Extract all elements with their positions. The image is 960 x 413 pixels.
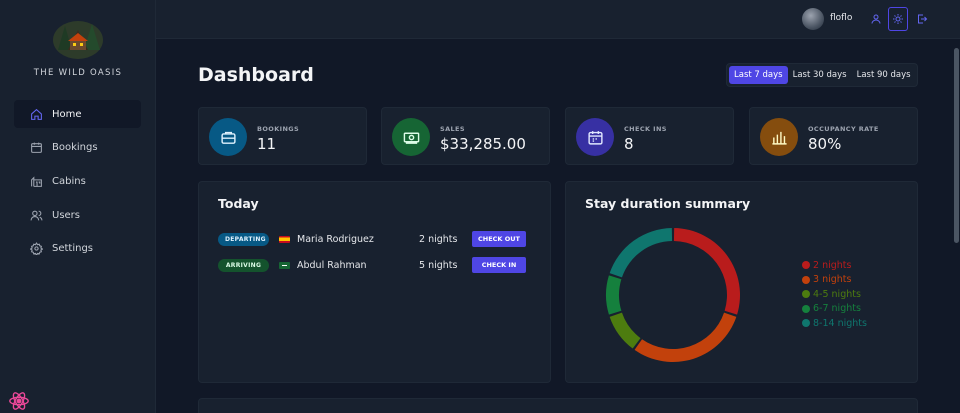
account-button[interactable] (866, 7, 886, 31)
activity-row: ARRIVING Abdul Rahman 5 nights CHECK IN (218, 254, 532, 276)
sidebar-item-label: Bookings (52, 142, 98, 154)
today-panel (198, 181, 551, 383)
spain-flag-icon (279, 235, 290, 243)
legend-item: 4-5 nights (802, 287, 867, 302)
legend-item: 2 nights (802, 258, 867, 273)
legend-label: 4-5 nights (813, 288, 861, 300)
users-icon (30, 209, 43, 222)
nights-count: 5 nights (419, 259, 458, 271)
today-title: Today (218, 196, 259, 211)
legend-item: 3 nights (802, 273, 867, 288)
react-devtools-icon[interactable] (8, 390, 30, 412)
legend-dot (802, 319, 810, 328)
filter-last-30-days[interactable]: Last 30 days (792, 70, 847, 80)
legend-item: 8-14 nights (802, 316, 867, 331)
legend-label: 3 nights (813, 274, 852, 286)
scrollbar-thumb[interactable] (954, 48, 959, 243)
filter-last-7-days[interactable]: Last 7 days (729, 66, 788, 84)
sidebar-item-label: Settings (52, 243, 94, 255)
sidebar-item-bookings[interactable]: Bookings (14, 134, 141, 162)
brand-name: THE WILD OASIS (33, 68, 123, 78)
sidebar-item-label: Home (52, 108, 82, 120)
sidebar-item-label: Users (52, 209, 81, 221)
top-header (156, 0, 960, 39)
check-in-button[interactable]: CHECK IN (472, 257, 526, 273)
donut-slice-6-7-nights (606, 275, 622, 315)
briefcase-icon (209, 118, 247, 156)
stay-duration-title: Stay duration summary (585, 196, 751, 211)
chart-bar-icon (760, 118, 798, 156)
donut-slice-4-5-nights (609, 312, 641, 349)
nights-count: 2 nights (419, 233, 458, 245)
check-out-button[interactable]: CHECK OUT (472, 231, 526, 247)
legend-label: 6-7 nights (813, 303, 861, 315)
home-icon (30, 108, 43, 121)
stat-bookings: BOOKINGS 11 (198, 107, 367, 165)
sidebar-item-cabins[interactable]: Cabins (14, 167, 141, 195)
avatar (802, 8, 824, 30)
stay-duration-donut-chart (606, 228, 740, 362)
sales-chart-panel (198, 398, 918, 413)
logout-icon (916, 10, 928, 29)
donut-slice-2-nights (673, 228, 740, 315)
calendar-icon (30, 141, 43, 154)
chart-legend: 2 nights 3 nights 4-5 nights 6-7 nights … (802, 258, 867, 331)
stat-check-ins: CHECK INS 8 (565, 107, 734, 165)
sidebar-item-settings[interactable]: Settings (14, 235, 141, 263)
legend-dot (802, 304, 810, 313)
cabins-icon (30, 175, 43, 188)
legend-item: 6-7 nights (802, 302, 867, 317)
stat-sales: SALES $33,285.00 (381, 107, 550, 165)
guest-name: Abdul Rahman (297, 259, 367, 271)
legend-dot (802, 275, 810, 284)
stat-label: SALES (440, 125, 465, 133)
wild-oasis-logo (50, 16, 106, 60)
status-badge: DEPARTING (218, 232, 269, 246)
sidebar-item-label: Cabins (52, 175, 86, 187)
sidebar-item-users[interactable]: Users (14, 201, 141, 229)
donut-slice-8-14-nights (609, 228, 673, 278)
stat-label: OCCUPANCY RATE (808, 125, 879, 133)
calendar-days-icon (576, 118, 614, 156)
stay-duration-panel (565, 181, 918, 383)
stat-label: CHECK INS (624, 125, 667, 133)
username: floflo (830, 13, 853, 23)
filter-last-90-days[interactable]: Last 90 days (856, 70, 911, 80)
activity-row: DEPARTING Maria Rodriguez 2 nights CHECK… (218, 228, 532, 250)
stat-value: $33,285.00 (440, 135, 526, 153)
stat-label: BOOKINGS (257, 125, 300, 133)
status-badge: ARRIVING (218, 258, 269, 272)
stat-occupancy-rate: OCCUPANCY RATE 80% (749, 107, 918, 165)
date-filter: Last 7 days Last 30 days Last 90 days (726, 63, 918, 87)
guest-name: Maria Rodriguez (297, 233, 374, 245)
sun-icon (892, 10, 904, 29)
settings-icon (29, 242, 44, 257)
saudi-flag-icon (279, 261, 290, 269)
legend-label: 8-14 nights (813, 317, 867, 329)
legend-dot (802, 261, 810, 270)
page-title: Dashboard (198, 64, 314, 86)
sidebar: THE WILD OASIS Home Bookings Cabins User… (0, 0, 156, 413)
user-icon (870, 10, 882, 29)
sidebar-item-home[interactable]: Home (14, 100, 141, 128)
stat-value: 80% (808, 135, 842, 153)
stat-value: 11 (257, 135, 277, 153)
donut-slice-3-nights (634, 312, 737, 362)
legend-dot (802, 290, 810, 299)
main-nav: Home Bookings Cabins Users Settings (14, 100, 141, 268)
banknotes-icon (392, 118, 430, 156)
stat-value: 8 (624, 135, 634, 153)
legend-label: 2 nights (813, 259, 852, 271)
logout-button[interactable] (912, 7, 932, 31)
dark-mode-toggle[interactable] (888, 7, 908, 31)
